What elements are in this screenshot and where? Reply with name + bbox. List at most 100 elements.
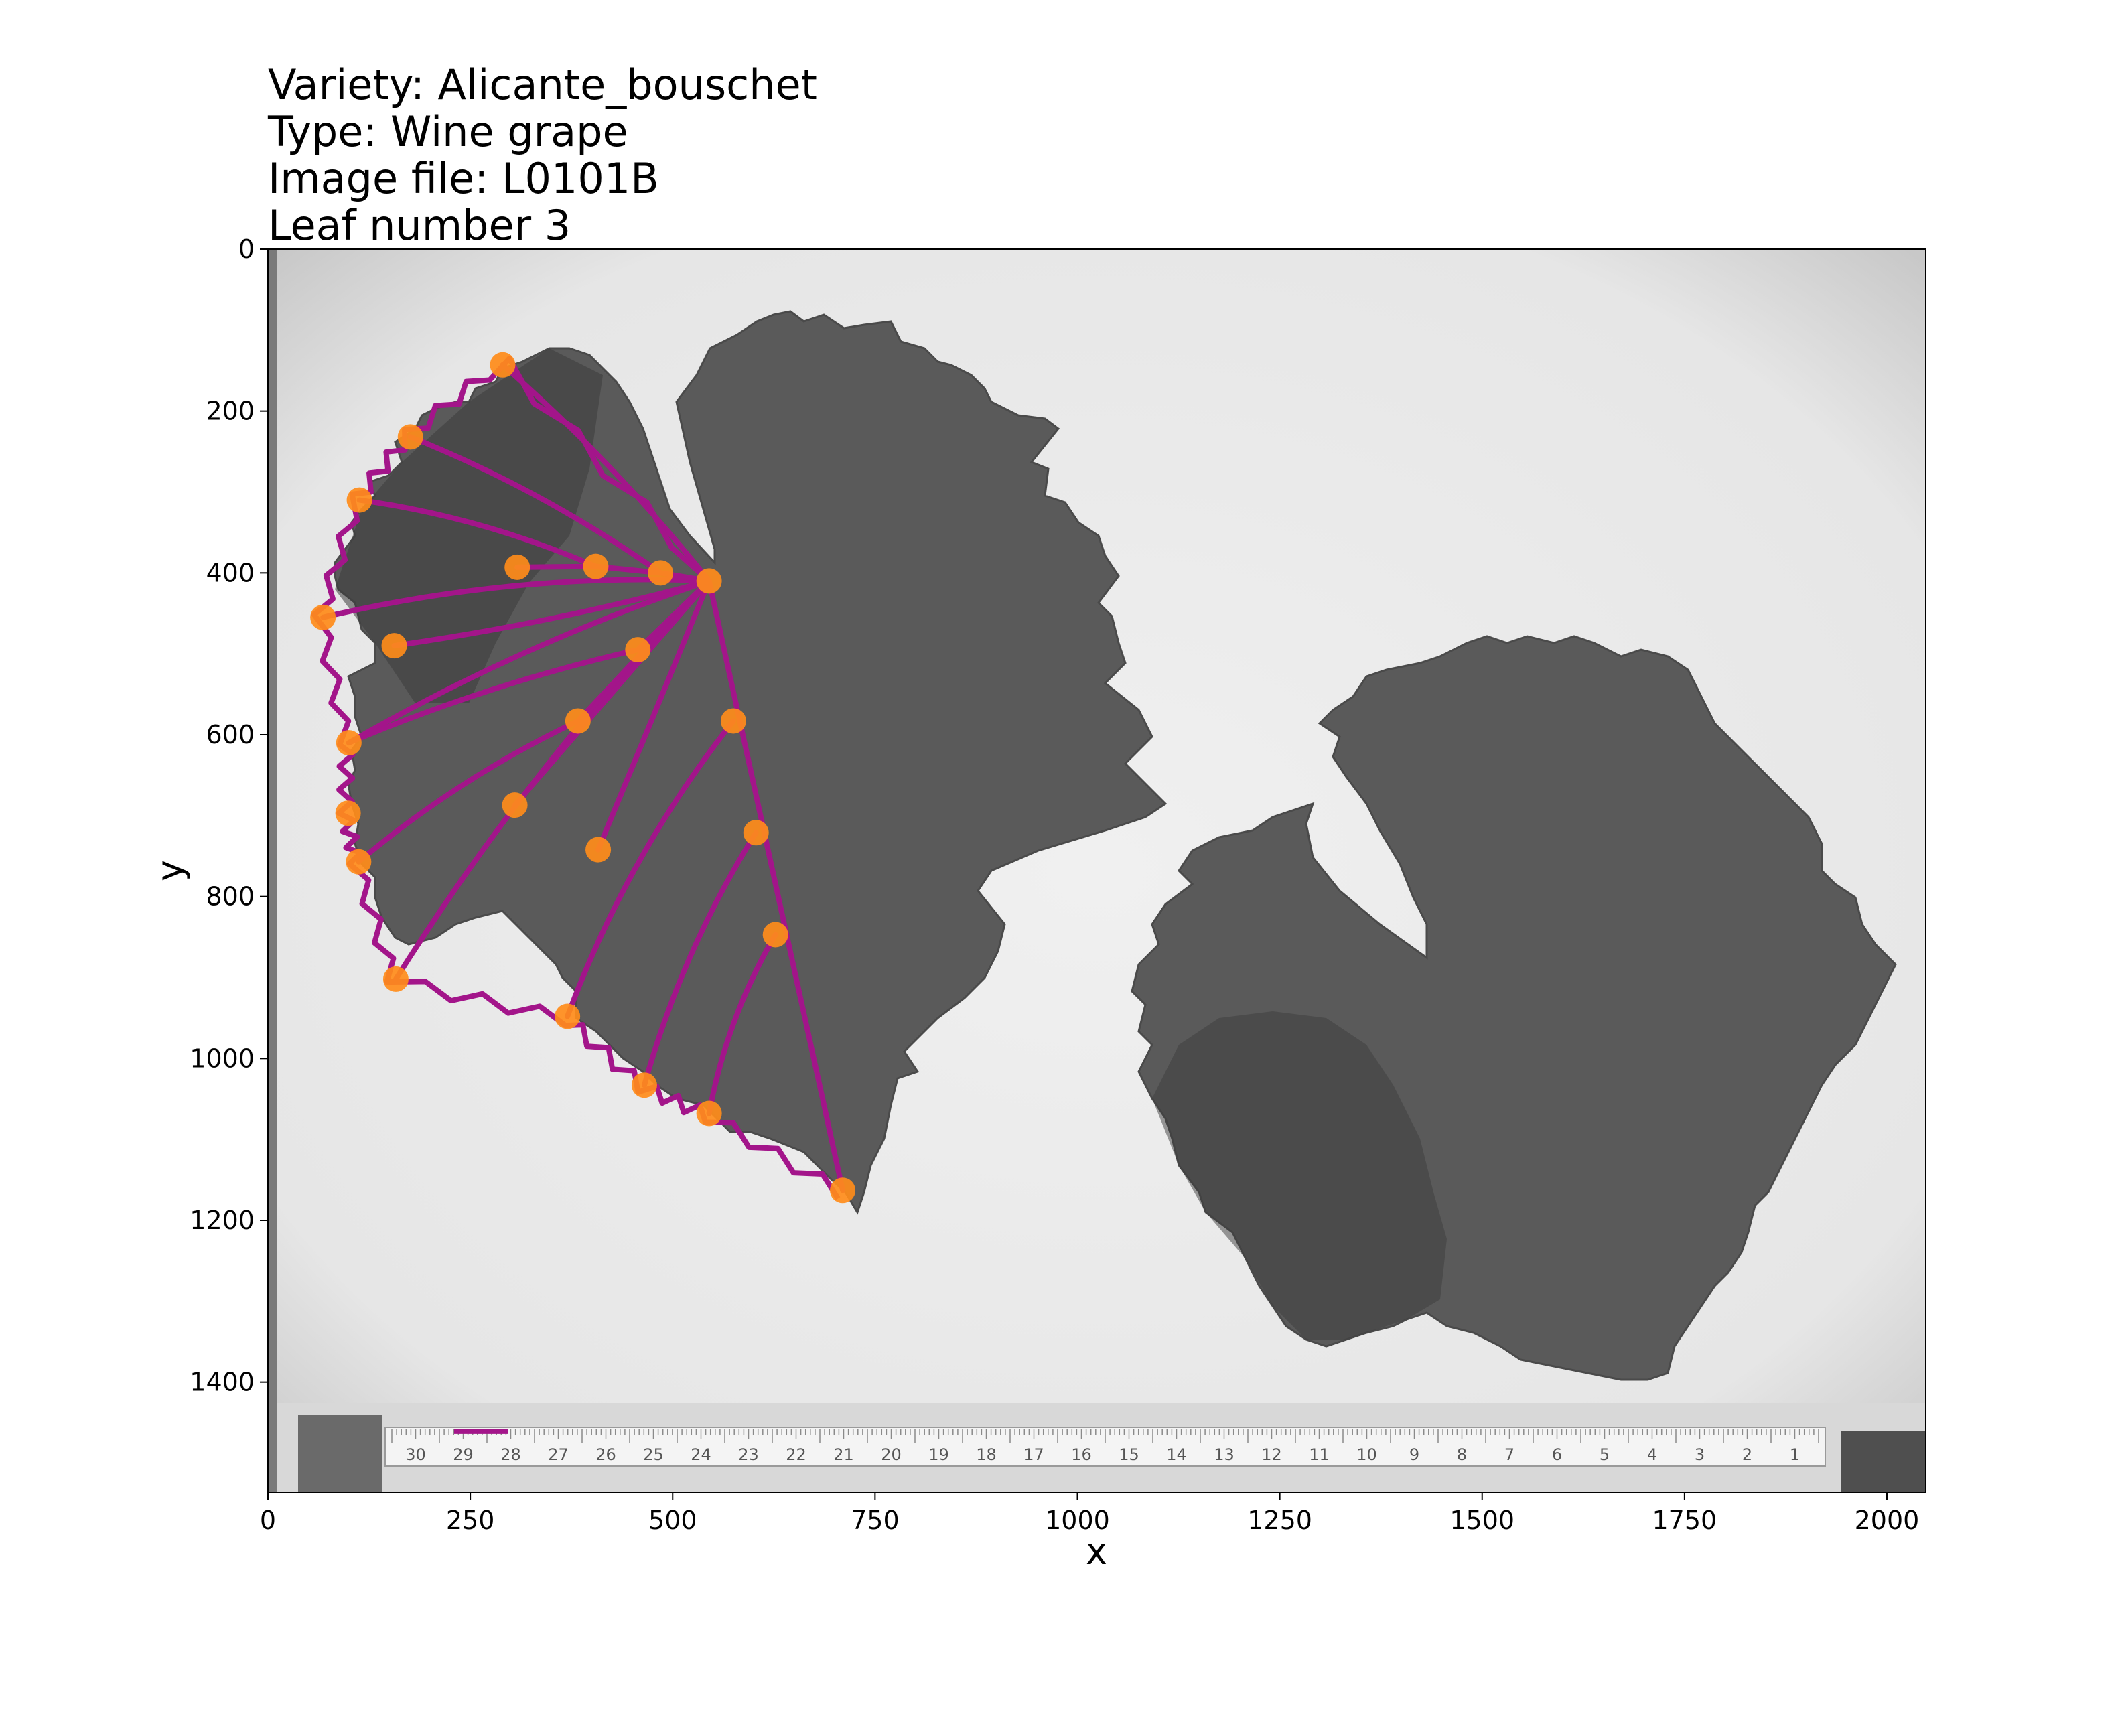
ruler-number: 14 (1166, 1445, 1187, 1464)
landmark-point (504, 554, 530, 580)
landmark-point (555, 1003, 581, 1029)
landmark-point (335, 800, 361, 826)
landmark-point (648, 560, 674, 586)
ruler-number: 8 (1457, 1445, 1467, 1464)
landmark-vein-line (706, 932, 778, 1116)
landmark-point (696, 568, 722, 594)
ruler-number: 6 (1552, 1445, 1562, 1464)
landmark-vein-line (706, 578, 846, 1194)
ruler-number: 5 (1600, 1445, 1610, 1464)
landmark-vein-line (356, 497, 599, 569)
ruler-number: 3 (1695, 1445, 1705, 1464)
x-axis: 0 250 500 750 1000 1250 1500 1750 2000 (260, 1492, 1919, 1535)
landmark-vein-line (565, 718, 736, 1019)
landmark-vein-line (641, 830, 759, 1088)
landmark-point (381, 633, 407, 659)
ruler-number: 9 (1409, 1445, 1419, 1464)
x-tick-label: 500 (648, 1506, 697, 1535)
landmark-point (397, 424, 423, 450)
landmark-point (631, 1072, 657, 1098)
chart-title: Variety: Alicante_bouschet Type: Wine gr… (267, 60, 817, 250)
ruler-number: 28 (500, 1445, 521, 1464)
left-leaf-shadow (335, 348, 603, 703)
ruler-number: 22 (786, 1445, 806, 1464)
ruler-number: 10 (1356, 1445, 1377, 1464)
landmark-point (830, 1177, 856, 1204)
x-tick-label: 1000 (1045, 1506, 1110, 1535)
ruler-number: 23 (738, 1445, 759, 1464)
ruler-number: 7 (1504, 1445, 1514, 1464)
ruler-number: 27 (548, 1445, 569, 1464)
ruler-number: 30 (405, 1445, 426, 1464)
landmark-point (346, 487, 372, 513)
y-tick-label: 1000 (190, 1043, 255, 1073)
x-tick-label: 1750 (1652, 1506, 1717, 1535)
plot-area: 30 29 28 27 26 25 24 23 22 21 20 19 18 17 16 15 14 13 12 11… (268, 249, 1926, 1492)
ruler-number: 4 (1647, 1445, 1657, 1464)
y-tick-label: 1200 (190, 1206, 255, 1235)
color-swatch-right (1841, 1431, 1926, 1492)
x-tick-label: 1500 (1449, 1506, 1514, 1535)
color-swatch-left (298, 1415, 382, 1492)
ruler-number: 21 (833, 1445, 854, 1464)
ruler-number: 29 (453, 1445, 474, 1464)
landmark-vein-line (500, 362, 712, 584)
title-line-variety: Variety: Alicante_bouschet (268, 60, 817, 109)
landmark-point (490, 352, 516, 378)
y-axis: 0 200 400 600 800 1000 1200 1400 (190, 234, 268, 1397)
ruler-number: 19 (928, 1445, 949, 1464)
landmark-vein-line (356, 718, 581, 865)
ruler-number: 16 (1071, 1445, 1092, 1464)
landmark-vein-line (346, 647, 641, 746)
landmark-point (565, 708, 591, 734)
ruler-labels: 30 29 28 27 26 25 24 23 22 21 20 19 18 17 16 15 14 13 12 11… (405, 1445, 1800, 1464)
ruler-number: 24 (691, 1445, 711, 1464)
ruler-number: 1 (1790, 1445, 1800, 1464)
landmark-point (336, 730, 362, 756)
landmark-point (696, 1100, 722, 1127)
axes-frame (267, 248, 1926, 1493)
x-tick-label: 1250 (1247, 1506, 1312, 1535)
landmark-vein-line (346, 578, 712, 746)
x-axis-label: x (1086, 1530, 1107, 1573)
ruler-number: 20 (881, 1445, 902, 1464)
landmark-point (583, 553, 609, 579)
landmark-point (346, 849, 372, 875)
ruler-number: 11 (1309, 1445, 1330, 1464)
ruler-number: 26 (595, 1445, 616, 1464)
ruler-number: 25 (643, 1445, 664, 1464)
y-tick-label: 800 (206, 882, 255, 912)
ruler-number: 13 (1214, 1445, 1234, 1464)
landmark-points-layer (310, 352, 856, 1204)
landmark-point (762, 922, 788, 948)
landmark-point (625, 637, 651, 663)
x-tick-label: 250 (446, 1506, 495, 1535)
ruler-number: 15 (1119, 1445, 1139, 1464)
x-tick-label: 0 (260, 1506, 276, 1535)
ruler-ticks (391, 1429, 1819, 1443)
ruler-number: 17 (1023, 1445, 1044, 1464)
x-tick-label: 750 (851, 1506, 900, 1535)
y-tick-label: 600 (206, 720, 255, 749)
landmark-vein-line (595, 578, 712, 853)
x-tick-label: 2000 (1855, 1506, 1920, 1535)
y-tick-label: 400 (206, 558, 255, 587)
ruler-number: 12 (1261, 1445, 1282, 1464)
landmark-point (743, 820, 769, 846)
ruler-number: 18 (976, 1445, 997, 1464)
title-line-image-file: Image file: L0101B (268, 154, 659, 203)
scan-left-edge (268, 249, 277, 1492)
y-tick-label: 200 (206, 396, 255, 426)
landmark-point (310, 604, 336, 630)
landmark-vein-line (407, 434, 664, 576)
landmark-point (585, 837, 612, 863)
landmark-vein-line (391, 578, 712, 649)
y-tick-label: 1400 (190, 1368, 255, 1397)
landmark-vein-line (512, 578, 712, 808)
landmark-point (382, 966, 409, 992)
right-leaf-shadow (1152, 1011, 1447, 1340)
y-axis-label: y (149, 860, 191, 881)
title-line-leaf-number: Leaf number 3 (268, 201, 571, 250)
title-line-type: Type: Wine grape (267, 107, 628, 156)
